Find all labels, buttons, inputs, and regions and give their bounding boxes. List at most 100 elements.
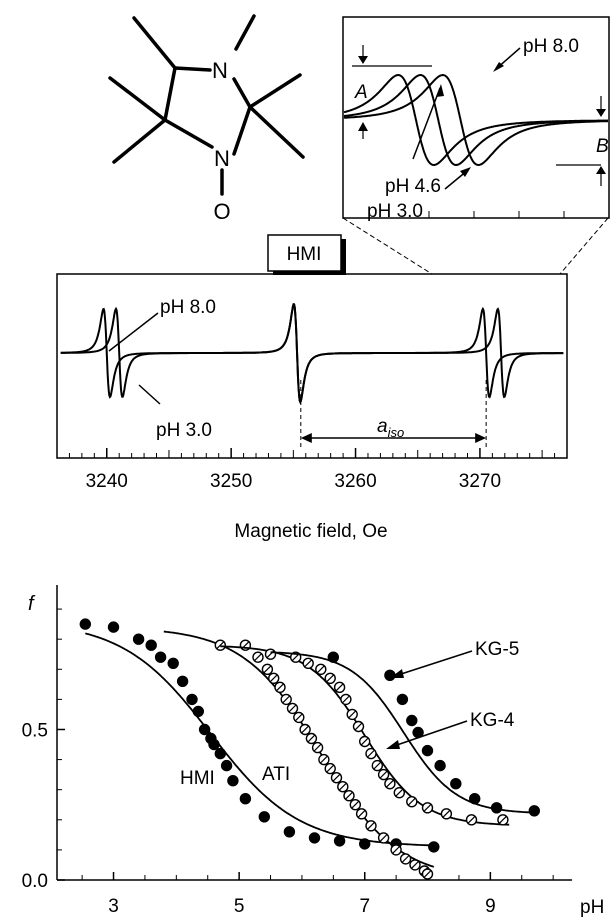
data-point-kg-5 [327, 651, 339, 663]
top-label: HMI [287, 244, 322, 265]
data-point-slash [348, 710, 357, 719]
data-point-slash [316, 665, 325, 674]
data-point-hmi [308, 832, 321, 844]
titration-y-tick-label: 0.5 [22, 720, 48, 741]
atom-o: O [213, 199, 230, 224]
atom-n2: N [214, 146, 230, 171]
titration-x-label: pH [580, 897, 604, 918]
data-point-hmi [333, 835, 346, 847]
inset-line-1 [344, 74, 608, 166]
kg-pointers [393, 650, 473, 747]
data-point-slash [294, 713, 303, 722]
data-point-slash [342, 695, 350, 704]
data-point-slash [307, 734, 316, 743]
series-label-ati: ATI [262, 764, 290, 785]
data-point-hmi [214, 747, 227, 760]
data-point-hmi [428, 841, 440, 853]
data-point-slash [263, 665, 272, 674]
data-point-slash [320, 755, 328, 764]
data-point-slash [360, 737, 369, 746]
data-point-slash [386, 779, 394, 788]
inset-amplitude-arrowheads [358, 56, 606, 174]
inset-label-a: A [354, 82, 368, 103]
data-point-slash [392, 846, 400, 854]
epr-ph-high-label: pH 8.0 [160, 297, 216, 318]
epr-spectra [60, 303, 564, 405]
epr-x-axis-label: Magnetic field, Oe [234, 521, 387, 542]
inset-ph-mid-label: pH 4.6 [385, 176, 441, 197]
data-point-slash [423, 870, 432, 878]
titration-ticks: 3 5 7 9 0.0 0.5 [22, 608, 554, 917]
data-point-slash [332, 773, 341, 782]
molecule-structure [108, 14, 305, 196]
data-point-slash [442, 809, 451, 818]
data-point-kg-5 [434, 759, 446, 772]
titration-x-tick-label: 9 [485, 896, 496, 917]
data-point-hmi [198, 723, 211, 736]
titration-y-tick-label: 0.0 [22, 871, 48, 892]
epr-tick-label: 3260 [334, 471, 376, 492]
data-point-slash [395, 788, 404, 797]
data-point-hmi [220, 759, 233, 772]
titration-y-label: f [28, 593, 36, 615]
series-label-kg5: KG-5 [475, 639, 519, 660]
inset-spectra [343, 74, 610, 218]
epr-tick-label: 3250 [210, 471, 252, 492]
top-label-box [267, 234, 342, 272]
data-point-kg-5 [528, 805, 540, 817]
data-point-slash [354, 722, 363, 731]
data-point-slash [367, 821, 375, 830]
data-point-slash [345, 791, 353, 800]
fit-curve-kg-5 [270, 651, 535, 814]
atom-n1: N [212, 58, 228, 83]
titration-x-tick-label: 3 [108, 896, 119, 917]
data-point-slash [423, 803, 432, 812]
data-point-slash [269, 674, 278, 683]
epr-tick-label: 3240 [86, 471, 128, 492]
data-point-hmi [132, 633, 145, 645]
data-point-hmi [208, 738, 220, 751]
epr-ph-high-pointer [108, 312, 159, 352]
inset-line-2 [343, 74, 608, 166]
data-point-hmi [227, 775, 239, 787]
data-point-kg-5 [406, 714, 418, 727]
data-point-hmi [145, 639, 157, 651]
epr-line-0 [60, 303, 564, 405]
data-point-slash [313, 743, 322, 752]
zoom-guide-right [559, 217, 609, 275]
data-point-slash [373, 761, 382, 770]
data-point-slash [304, 659, 313, 668]
data-point-hmi [79, 618, 92, 630]
epr-ph-low-label: pH 3.0 [156, 420, 212, 441]
data-point-hmi [107, 621, 120, 633]
data-point-hmi [283, 826, 296, 838]
data-point-hmi [359, 838, 371, 850]
data-point-slash [282, 695, 291, 704]
data-point-slash [411, 861, 419, 869]
data-point-hmi [167, 657, 179, 669]
data-point-slash [335, 683, 344, 692]
data-point-kg-5 [490, 802, 503, 814]
data-point-slash [216, 641, 225, 650]
series-label-hmi: HMI [180, 768, 215, 789]
data-point-slash [351, 800, 360, 809]
data-point-slash [379, 834, 388, 842]
aiso-marker [300, 380, 487, 447]
aiso-arrow-right [475, 433, 487, 443]
kg-pointer-heads [386, 669, 404, 749]
titration-series [79, 618, 540, 880]
aiso-arrow-left [300, 433, 312, 443]
data-point-slash [407, 797, 416, 806]
data-point-slash [326, 764, 335, 773]
titration-x-tick-label: 7 [359, 896, 370, 917]
epr-line-1 [60, 303, 564, 405]
data-point-hmi [154, 651, 167, 663]
data-point-hmi [186, 693, 198, 706]
epr-ph-low-pointer [138, 384, 161, 405]
data-point-slash [301, 725, 309, 734]
data-point-slash [379, 770, 388, 779]
data-point-slash [467, 815, 476, 824]
data-point-hmi [176, 675, 189, 687]
data-point-hmi [239, 793, 252, 805]
